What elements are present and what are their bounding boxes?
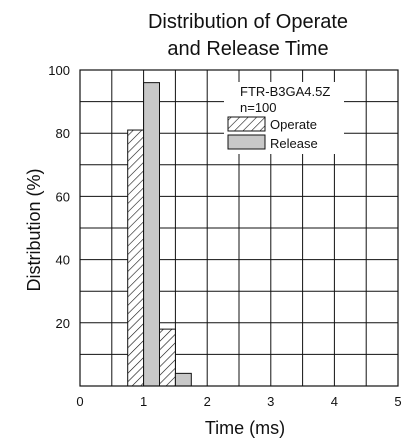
x-axis-label: Time (ms) [205,418,285,438]
legend-release-label: Release [270,136,318,151]
x-tick-label: 1 [140,394,147,409]
y-axis-label: Distribution (%) [24,168,44,291]
legend-sample-label: n=100 [240,100,277,115]
bar-operate [127,129,145,387]
y-tick-label: 100 [48,63,70,78]
legend: FTR-B3GA4.5Z n=100 Operate Release [224,82,344,154]
bar-release [174,372,192,387]
legend-operate-swatch [227,116,266,132]
plot-frame [79,69,399,387]
legend-release-swatch [227,134,266,150]
y-tick-label: 80 [56,126,70,141]
bar-release [143,82,161,387]
x-tick-label: 0 [76,394,83,409]
legend-model-label: FTR-B3GA4.5Z [240,84,330,99]
x-tick-label: 2 [204,394,211,409]
x-tick-label: 3 [267,394,274,409]
bars [127,82,192,387]
x-tick-label: 4 [331,394,338,409]
tick-labels: 0 1 2 3 4 5 20 40 60 80 100 [48,63,401,409]
y-tick-label: 20 [56,316,70,331]
chart-title-line-1: Distribution of Operate [148,11,348,33]
x-tick-label: 5 [394,394,401,409]
y-tick-label: 60 [56,189,70,204]
bar-operate [159,328,176,387]
y-tick-label: 40 [56,253,70,268]
chart-title-line-2: and Release Time [167,38,328,60]
legend-operate-label: Operate [270,117,317,132]
